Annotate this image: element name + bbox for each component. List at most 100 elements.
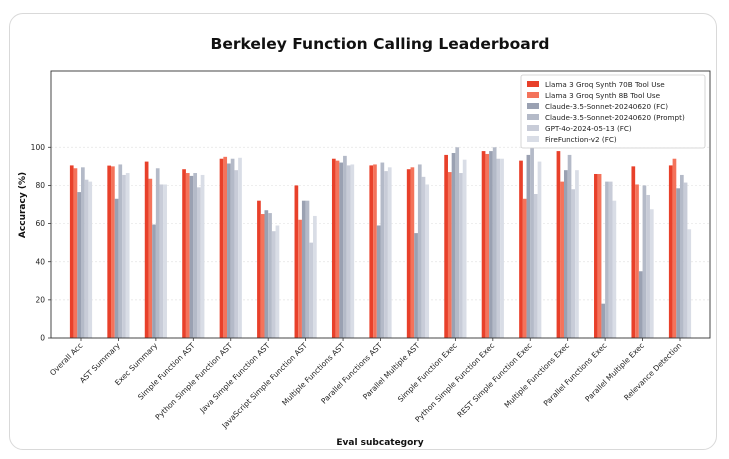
bar	[410, 167, 415, 338]
bar	[646, 194, 650, 338]
legend-entry: Claude-3.5-Sonnet-20240620 (Prompt)	[545, 113, 685, 122]
bar	[492, 147, 497, 338]
x-tick-label: Multiple Functions AST	[280, 341, 347, 408]
x-tick-label: Parallel Functions AST	[319, 341, 384, 406]
legend-swatch	[527, 125, 539, 131]
bar	[608, 181, 613, 338]
bar	[605, 181, 609, 338]
bar	[107, 165, 112, 338]
bar	[560, 181, 564, 338]
bar	[680, 174, 684, 338]
x-tick-label: Python Simple Function AST	[153, 341, 234, 422]
bar	[335, 160, 340, 338]
bar	[384, 171, 388, 338]
bar	[125, 173, 130, 338]
bar	[556, 151, 561, 338]
bar	[496, 158, 501, 338]
bar	[309, 242, 314, 338]
bar	[537, 161, 542, 338]
bar	[223, 156, 228, 338]
y-tick-label: 0	[40, 334, 45, 343]
bar	[489, 151, 493, 338]
bar	[459, 173, 463, 338]
bar	[485, 153, 490, 338]
chart-title: Berkeley Function Calling Leaderboard	[211, 35, 550, 53]
bar	[672, 158, 677, 338]
bar	[597, 173, 602, 338]
bar	[275, 225, 280, 338]
bar	[571, 189, 576, 338]
legend-swatch	[527, 103, 539, 109]
legend-swatch	[527, 92, 539, 98]
bar	[417, 164, 422, 338]
bar	[455, 147, 460, 338]
bar	[298, 219, 302, 338]
bar	[118, 164, 123, 338]
bar	[533, 194, 538, 338]
bar	[197, 187, 201, 338]
bar	[530, 147, 534, 338]
bar	[563, 170, 568, 338]
bar	[612, 200, 617, 338]
legend-box	[520, 74, 706, 149]
bar	[189, 175, 194, 338]
bar	[294, 185, 299, 338]
y-tick-label: 100	[31, 143, 46, 152]
bar	[343, 155, 347, 338]
bar	[200, 174, 205, 338]
bar	[346, 165, 351, 338]
bar	[73, 168, 78, 338]
bars	[69, 147, 692, 338]
bar	[406, 169, 411, 338]
bar	[462, 159, 467, 338]
bar	[451, 153, 456, 338]
y-axis: 0 20 40 60 80 100	[31, 143, 51, 343]
legend-entry: Claude-3.5-Sonnet-20240620 (FC)	[545, 102, 668, 111]
bar	[152, 224, 156, 338]
y-tick-label: 40	[35, 257, 45, 266]
bar	[567, 154, 572, 338]
bar	[642, 185, 647, 338]
x-axis-label: Eval subcategory	[336, 438, 423, 448]
bar	[163, 184, 167, 338]
bar	[313, 215, 317, 338]
bar	[425, 184, 430, 338]
legend-swatch	[527, 81, 539, 87]
bar	[594, 173, 598, 338]
x-tick-label: Python Simple Function Exec	[413, 341, 496, 424]
legend-entry: FireFunction-v2 (FC)	[545, 135, 617, 144]
legend-swatch	[527, 114, 539, 120]
bar	[77, 192, 81, 338]
bar	[575, 170, 579, 338]
bar	[522, 198, 527, 338]
bar	[238, 157, 242, 338]
bar	[148, 178, 153, 338]
bar	[144, 161, 149, 338]
bar	[339, 162, 344, 338]
bar	[481, 151, 486, 338]
bar	[683, 182, 688, 338]
bar	[519, 160, 523, 338]
bar	[111, 166, 115, 338]
bar	[185, 173, 190, 338]
bar	[305, 200, 310, 338]
y-tick-label: 80	[35, 181, 45, 190]
legend-entry: Llama 3 Groq Synth 70B Tool Use	[545, 80, 665, 89]
bar	[84, 179, 89, 338]
bar	[373, 164, 377, 338]
bar	[414, 233, 418, 338]
bar	[668, 165, 673, 338]
bar	[638, 271, 643, 338]
bar	[380, 162, 385, 338]
x-tick-label: Java Simple Function AST	[197, 341, 272, 416]
bar	[635, 184, 639, 338]
bar	[271, 231, 276, 338]
bar	[331, 158, 336, 338]
bar	[88, 181, 93, 338]
bar	[264, 210, 269, 338]
bar	[526, 154, 531, 338]
legend: Llama 3 Groq Synth 70B Tool Use Llama 3 G…	[520, 74, 706, 149]
x-tick-label: Overall Acc	[48, 341, 84, 377]
bar	[350, 164, 355, 338]
